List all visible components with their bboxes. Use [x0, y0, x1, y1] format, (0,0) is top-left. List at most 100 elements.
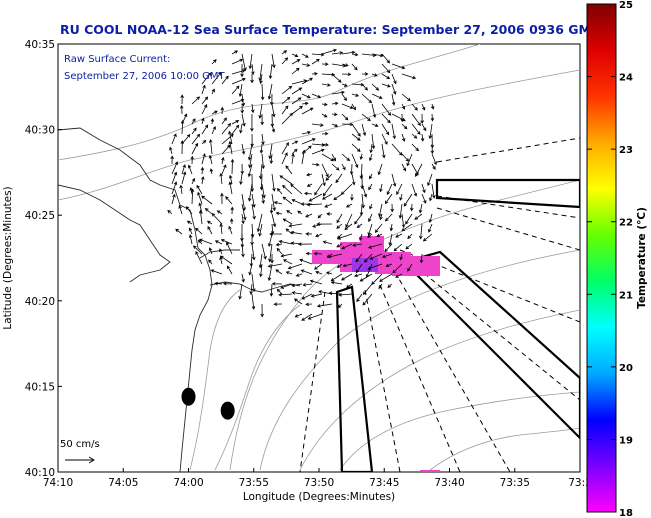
current-vector	[331, 163, 340, 171]
current-vector	[178, 204, 183, 215]
current-vector	[297, 210, 303, 215]
current-vector	[415, 163, 423, 177]
current-vector	[381, 253, 393, 259]
current-vector	[268, 63, 273, 80]
current-vector	[331, 153, 336, 162]
current-vector	[221, 117, 227, 125]
current-vector	[367, 263, 383, 270]
current-vector	[241, 193, 246, 212]
current-vector	[420, 133, 425, 142]
current-vector	[421, 183, 426, 194]
current-vector	[321, 48, 337, 55]
current-vector	[325, 173, 333, 181]
current-vector	[268, 143, 273, 160]
chart-title: RU COOL NOAA-12 Sea Surface Temperature:…	[60, 22, 600, 37]
current-vector	[250, 73, 254, 84]
current-vector	[201, 104, 208, 115]
current-vector	[258, 253, 263, 269]
current-vector	[322, 183, 333, 197]
current-vector	[411, 113, 421, 126]
current-vector	[167, 209, 173, 215]
current-vector	[368, 213, 373, 223]
current-vector	[421, 123, 427, 132]
current-vector	[241, 53, 247, 72]
current-vector	[317, 213, 323, 219]
current-vector	[385, 263, 393, 268]
scale-label: 50 cm/s	[60, 439, 100, 450]
current-vector	[331, 73, 342, 83]
y-tick-label: 40:25	[25, 210, 55, 222]
current-vector	[180, 140, 185, 155]
colorbar-tick-label: 22	[619, 218, 633, 229]
current-vector	[208, 259, 213, 265]
current-vector	[331, 90, 345, 95]
current-vector	[345, 203, 353, 208]
x-tick-label: 74:00	[173, 477, 203, 489]
current-vector	[214, 281, 223, 286]
current-vector	[311, 58, 320, 65]
colorbar-tick-label: 24	[619, 73, 633, 84]
current-vector	[258, 223, 263, 237]
current-vector	[321, 113, 328, 118]
current-vector	[261, 153, 265, 170]
current-vector	[291, 105, 303, 115]
current-vector	[201, 96, 209, 105]
current-vector	[361, 123, 367, 137]
x-tick-label: 73:40	[434, 477, 464, 489]
current-vector	[208, 154, 213, 165]
current-vector	[221, 164, 227, 175]
current-vector	[256, 213, 263, 233]
x-tick-label: 73:55	[239, 477, 269, 489]
sst-pixel-block	[360, 236, 384, 254]
current-vector	[200, 166, 205, 175]
current-vector	[251, 243, 256, 261]
current-vector	[219, 255, 233, 265]
current-vector	[197, 191, 203, 205]
y-tick-label: 40:15	[25, 381, 55, 393]
current-vector	[341, 50, 356, 55]
current-vector	[401, 153, 410, 162]
current-vector	[240, 163, 244, 175]
current-vector	[299, 258, 313, 265]
current-vector	[391, 143, 403, 156]
current-vector	[241, 143, 246, 155]
current-vector	[411, 133, 418, 139]
current-vector	[414, 213, 423, 220]
current-vector	[228, 140, 233, 155]
current-vector	[179, 104, 184, 115]
current-vector	[396, 183, 403, 196]
current-vector	[221, 156, 225, 165]
current-vector	[411, 143, 419, 152]
y-axis-ticks: 40:10 40:15 40:20 40:25 40:30 40:35	[25, 39, 62, 479]
current-vector	[226, 241, 233, 255]
current-vector	[362, 72, 369, 76]
current-vector	[190, 188, 195, 205]
current-vector	[240, 103, 244, 114]
current-vector	[301, 138, 316, 145]
sst-pixel-block	[420, 470, 440, 472]
current-vector	[367, 243, 383, 249]
current-vector	[228, 181, 233, 195]
current-vector	[250, 103, 255, 114]
current-vector	[270, 253, 274, 264]
current-vector	[409, 203, 414, 212]
current-vector	[208, 138, 213, 155]
current-vector	[261, 193, 265, 204]
current-vector	[207, 225, 213, 235]
current-vector	[198, 238, 213, 245]
current-vector	[341, 83, 348, 87]
current-vector	[231, 69, 246, 75]
current-vector	[421, 193, 427, 204]
current-vector	[198, 209, 203, 225]
current-vector	[228, 174, 233, 185]
current-vector	[220, 239, 233, 245]
current-vector	[238, 283, 243, 300]
current-vector	[354, 213, 363, 225]
current-vector	[369, 173, 373, 180]
current-vector	[191, 127, 197, 135]
current-vector	[250, 113, 254, 132]
current-vector	[411, 123, 421, 135]
current-vector	[220, 192, 224, 205]
current-vector	[239, 123, 243, 134]
